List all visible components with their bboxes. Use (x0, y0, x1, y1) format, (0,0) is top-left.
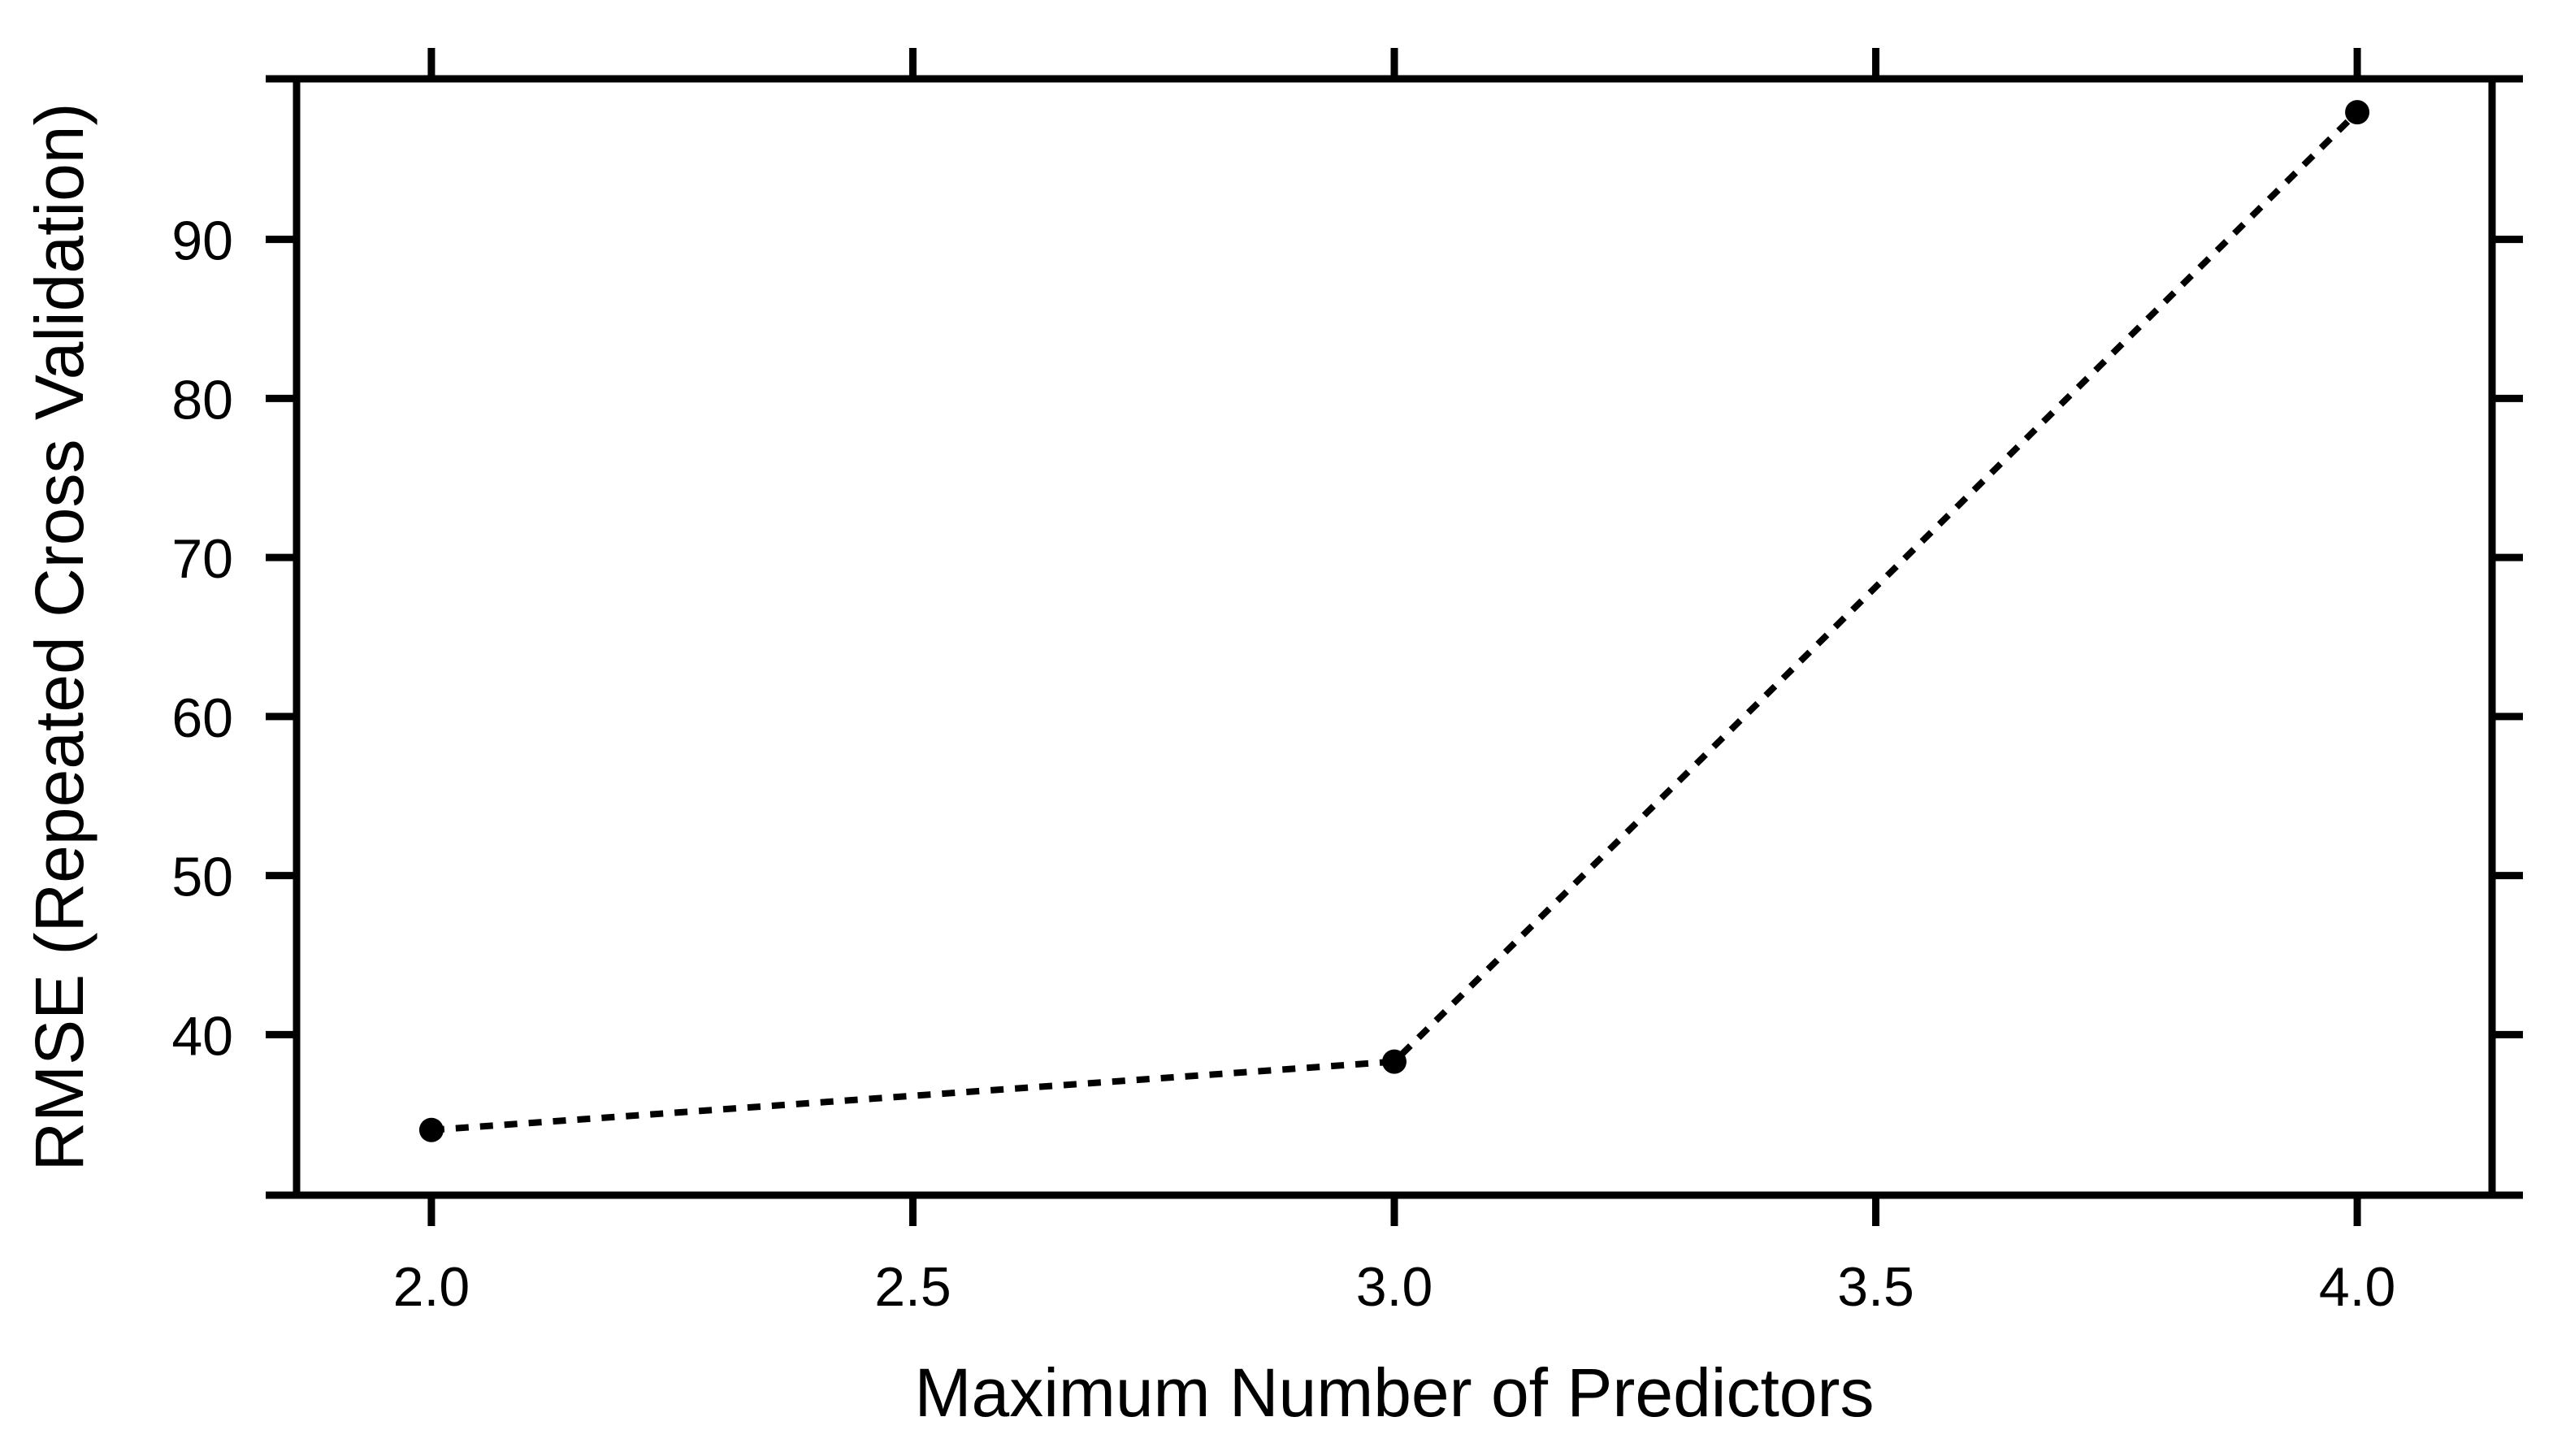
data-point (418, 1117, 444, 1142)
y-tick-label: 50 (171, 847, 233, 908)
y-tick-label: 70 (171, 528, 233, 590)
y-axis-title: RMSE (Repeated Cross Validation) (21, 102, 98, 1172)
data-point (1382, 1049, 1407, 1074)
x-tick-label: 3.0 (1356, 1256, 1433, 1318)
x-tick-label: 3.5 (1837, 1256, 1914, 1318)
series-line (431, 110, 2360, 1133)
y-tick-label: 40 (171, 1005, 233, 1067)
y-tick-label: 60 (171, 687, 233, 749)
data-point (2345, 100, 2370, 125)
x-tick-label: 2.5 (874, 1256, 951, 1318)
x-tick-label: 2.0 (393, 1256, 470, 1318)
y-tick-label: 80 (171, 369, 233, 431)
x-tick-label: 4.0 (2319, 1256, 2396, 1318)
y-tick-label: 90 (171, 210, 233, 272)
x-axis-title: Maximum Number of Predictors (914, 1354, 1875, 1431)
